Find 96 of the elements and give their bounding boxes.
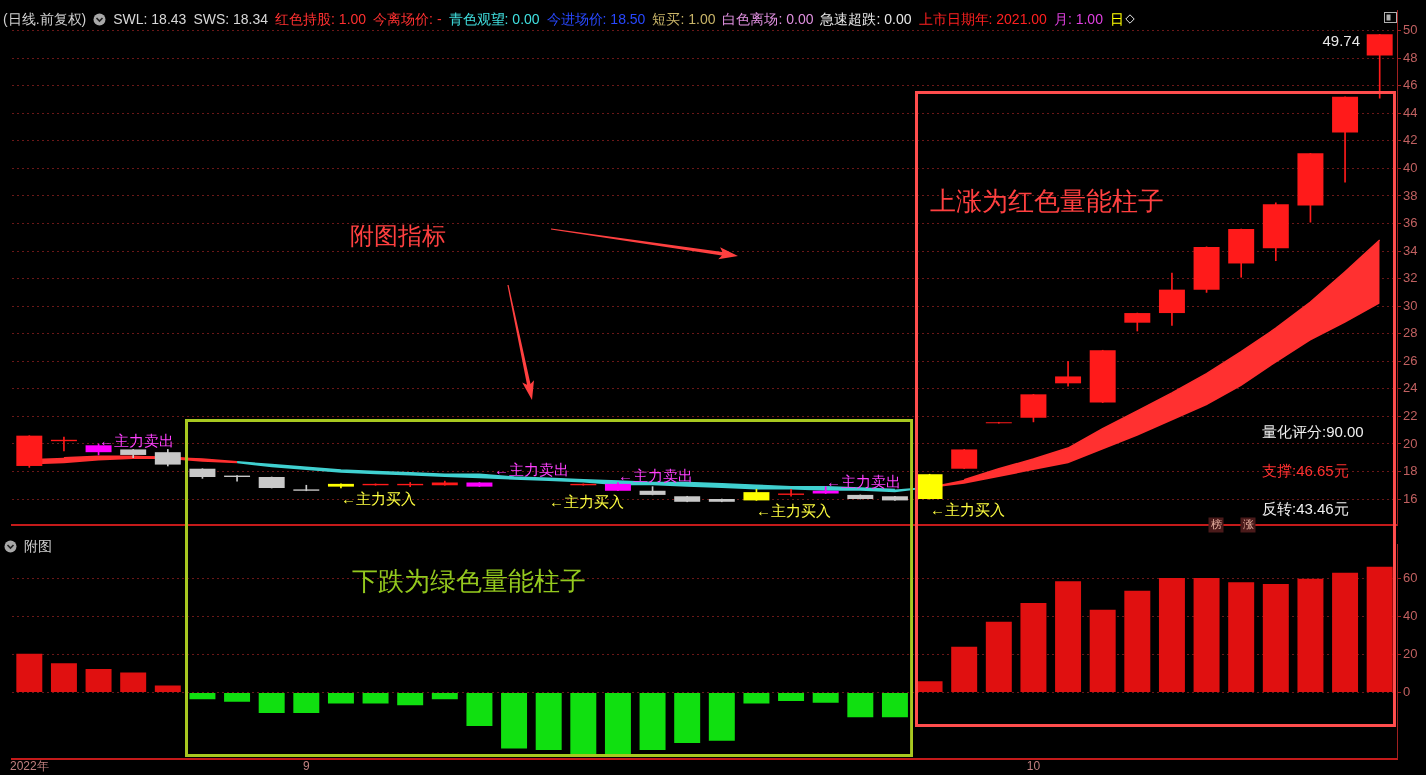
bar	[466, 692, 493, 727]
bar	[847, 692, 874, 718]
annotation: 榜	[1210, 518, 1222, 531]
y-tick-label: 40	[1403, 160, 1418, 175]
annotation: 短买: 1.00	[652, 11, 716, 27]
annotation: 青色观望: 0.00	[448, 11, 540, 27]
annotation: ←主力卖出	[618, 467, 693, 485]
annotation: 白色离场: 0.00	[722, 11, 814, 27]
bar	[189, 692, 216, 700]
annotation: SWL: 18.43	[113, 11, 187, 27]
annotation: 49.74	[1322, 32, 1360, 50]
annotation: 量化评分:90.00	[1262, 423, 1364, 441]
annotation: 日	[1109, 11, 1124, 27]
annotation: 上市日期年: 2021.00	[918, 11, 1047, 27]
bar	[293, 692, 320, 713]
bar	[604, 692, 631, 756]
chart-title: (日线.前复权)	[3, 11, 87, 27]
bar	[916, 681, 943, 692]
bar	[16, 653, 43, 692]
bar	[397, 692, 424, 706]
y-tick-label: 20	[1403, 646, 1418, 662]
bar	[570, 692, 597, 756]
y-tick-label: 44	[1403, 104, 1418, 120]
y-tick-label: 30	[1403, 297, 1418, 313]
bar	[431, 692, 458, 700]
annotation: ←主力卖出	[826, 473, 901, 491]
bar	[985, 621, 1012, 692]
annotation: ←主力买入	[341, 490, 416, 508]
x-tick-label: 10	[1026, 759, 1041, 774]
bar	[674, 692, 701, 744]
annotation: 反转:43.46元	[1262, 500, 1349, 518]
bar	[708, 692, 735, 741]
annotation: 今进场价: 18.50	[546, 11, 646, 27]
bar	[85, 669, 112, 692]
bar	[881, 692, 908, 718]
annotation: ←主力卖出	[99, 432, 174, 450]
annotation: 红色持股: 1.00	[275, 11, 367, 27]
annotation: 附图指标	[350, 221, 446, 249]
bar	[743, 692, 770, 704]
bar	[1228, 582, 1255, 692]
annotation: 急速超跌: 0.00	[820, 11, 912, 27]
bar	[1297, 578, 1324, 692]
y-tick-label: 0	[1403, 683, 1411, 699]
annotation: ←主力买入	[930, 501, 1005, 519]
bar	[778, 692, 805, 702]
y-tick-label: 36	[1403, 215, 1418, 231]
y-tick-label: 46	[1403, 77, 1418, 93]
annotation: 涨	[1242, 518, 1254, 531]
bar	[1020, 602, 1047, 692]
y-tick-label: 18	[1403, 463, 1418, 479]
y-tick-label: 28	[1403, 325, 1418, 341]
annotation: 上涨为红色量能柱子	[930, 186, 1164, 217]
bar	[951, 646, 978, 692]
bar	[50, 663, 77, 692]
y-tick-label: 40	[1403, 608, 1418, 624]
x-tick-label: 9	[302, 759, 310, 774]
y-tick-label: 50	[1403, 22, 1418, 38]
y-tick-label: 16	[1403, 490, 1418, 506]
x-tick-label: 2022年	[9, 759, 49, 774]
bar	[224, 692, 251, 702]
y-tick-label: 42	[1403, 132, 1418, 148]
chart-title: 附图	[24, 538, 52, 554]
bar	[1366, 566, 1393, 692]
annotation: 支撑:46.65元	[1262, 462, 1349, 480]
bar	[258, 692, 285, 713]
annotation: 月: 1.00	[1053, 11, 1103, 27]
y-tick-label: 32	[1403, 270, 1418, 286]
bar	[154, 685, 181, 692]
annotation: SWS: 18.34	[193, 11, 269, 27]
bar	[1332, 572, 1359, 692]
bar	[501, 692, 528, 749]
bar	[1124, 590, 1151, 692]
bar	[812, 692, 839, 703]
y-tick-label: 38	[1403, 187, 1418, 203]
y-tick-label: 48	[1403, 49, 1418, 65]
y-tick-label: 60	[1403, 570, 1418, 586]
y-tick-label: 20	[1403, 435, 1418, 451]
bar	[120, 672, 147, 692]
bar	[1193, 577, 1220, 692]
bar	[535, 692, 562, 751]
annotation: ←主力买入	[756, 502, 831, 520]
y-tick-label: 26	[1403, 352, 1418, 368]
y-tick-label: 34	[1403, 242, 1418, 258]
bar	[362, 692, 389, 704]
annotation: 今离场价: -	[373, 11, 442, 27]
bar	[1089, 609, 1116, 692]
y-tick-label: 24	[1403, 380, 1418, 396]
bar	[1262, 583, 1289, 692]
annotation: ←主力卖出	[494, 461, 569, 479]
bar	[327, 692, 354, 704]
bar	[1158, 577, 1185, 692]
annotation: ←主力买入	[549, 493, 624, 511]
y-tick-label: 22	[1403, 407, 1418, 423]
annotation: 下跌为绿色量能柱子	[352, 566, 586, 597]
bar	[1055, 581, 1082, 692]
bar	[639, 692, 666, 751]
